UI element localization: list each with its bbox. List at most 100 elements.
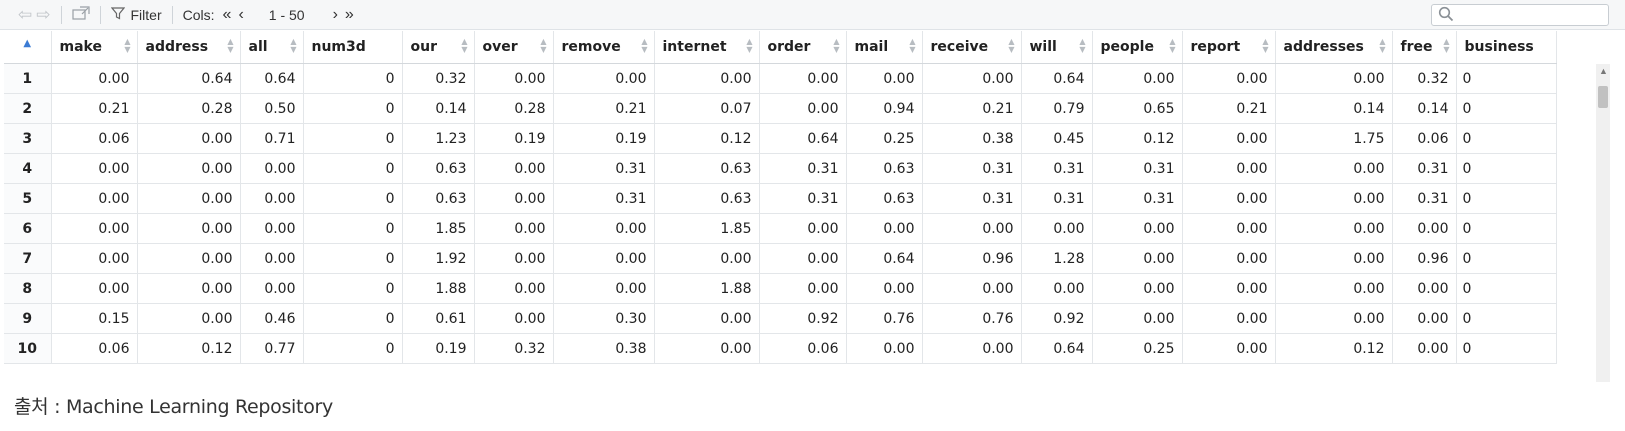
table-cell-remove: 0.00 [553, 273, 655, 304]
table-cell-report: 0.00 [1182, 183, 1276, 214]
cols-prev-button[interactable]: ‹ [238, 5, 245, 23]
column-header-num3d[interactable]: num3d [303, 31, 403, 64]
row-index-header[interactable]: ▲ [4, 31, 52, 64]
sort-toggle-icon[interactable]: ▲ ▼ [1379, 37, 1386, 54]
column-header-report[interactable]: report ▲ ▼ [1182, 31, 1276, 64]
column-header-receive[interactable]: receive ▲ ▼ [922, 31, 1022, 64]
column-header-remove[interactable]: remove ▲ ▼ [553, 31, 655, 64]
table-row: 10 0.06 0.12 0.77 0 0.19 0.32 0.38 0.00 0.06 0.00 0… [4, 333, 1557, 364]
column-header-addresses[interactable]: addresses ▲ ▼ [1275, 31, 1393, 64]
table-cell-order: 0.00 [759, 63, 847, 94]
table-row: 3 0.06 0.00 0.71 0 1.23 0.19 0.19 0.12 0.64 0.25 0.… [4, 123, 1557, 154]
forward-arrow-icon[interactable]: ⇨ [36, 5, 51, 24]
table-cell-our: 1.23 [402, 123, 475, 154]
table-cell-business: 0 [1456, 123, 1557, 154]
scroll-up-icon[interactable]: ▲ [1599, 66, 1608, 76]
sort-toggle-icon[interactable]: ▲ ▼ [833, 37, 840, 54]
sort-toggle-icon[interactable]: ▲ ▼ [1008, 37, 1015, 54]
table-cell-people: 0.25 [1092, 333, 1183, 364]
viewer-toolbar: ⇦ ⇨ Filter Cols: « ‹ 1 - 50 › » [0, 0, 1625, 30]
table-cell-receive: 0.00 [922, 273, 1022, 304]
column-header-our[interactable]: our ▲ ▼ [402, 31, 475, 64]
table-cell-receive: 0.00 [922, 333, 1022, 364]
column-header-make[interactable]: make ▲ ▼ [51, 31, 138, 64]
column-header-will[interactable]: will ▲ ▼ [1021, 31, 1093, 64]
column-header-internet[interactable]: internet ▲ ▼ [654, 31, 760, 64]
scrollbar-thumb[interactable] [1598, 86, 1608, 108]
column-header-label: internet [662, 39, 727, 55]
table-cell-our: 0.32 [402, 63, 475, 94]
sort-toggle-icon[interactable]: ▲ ▼ [1262, 37, 1269, 54]
table-cell-our: 0.61 [402, 303, 475, 334]
popout-window-icon[interactable] [71, 5, 90, 24]
table-cell-address: 0.00 [137, 243, 241, 274]
column-header-people[interactable]: people ▲ ▼ [1092, 31, 1183, 64]
table-cell-internet: 1.85 [654, 213, 760, 244]
table-cell-people: 0.12 [1092, 123, 1183, 154]
table-cell-num3d: 0 [303, 273, 403, 304]
column-header-mail[interactable]: mail ▲ ▼ [846, 31, 923, 64]
table-cell-will: 0.00 [1021, 273, 1093, 304]
sort-toggle-icon[interactable]: ▲ ▼ [909, 37, 916, 54]
header-row: ▲ make ▲ ▼ address ▲ ▼ all ▲ ▼ num3d our ▲ ▼ over ▲ ▼ rem… [4, 31, 1557, 64]
table-cell-num3d: 0 [303, 213, 403, 244]
table-cell-over: 0.32 [474, 333, 554, 364]
table-cell-internet: 0.63 [654, 183, 760, 214]
table-cell-num3d: 0 [303, 243, 403, 274]
sort-ascending-icon[interactable]: ▲ [23, 38, 32, 49]
table-cell-business: 0 [1456, 213, 1557, 244]
column-header-address[interactable]: address ▲ ▼ [137, 31, 241, 64]
search-input[interactable] [1458, 6, 1602, 24]
table-cell-will: 0.64 [1021, 333, 1093, 364]
column-header-free[interactable]: free ▲ ▼ [1392, 31, 1457, 64]
table-cell-free: 0.32 [1392, 63, 1457, 94]
table-cell-people: 0.00 [1092, 243, 1183, 274]
row-index: 10 [4, 333, 52, 364]
sort-toggle-icon[interactable]: ▲ ▼ [746, 37, 753, 54]
column-header-over[interactable]: over ▲ ▼ [474, 31, 554, 64]
sort-toggle-icon[interactable]: ▲ ▼ [227, 37, 234, 54]
sort-toggle-icon[interactable]: ▲ ▼ [461, 37, 468, 54]
table-cell-addresses: 0.00 [1275, 183, 1393, 214]
column-header-order[interactable]: order ▲ ▼ [759, 31, 847, 64]
cols-last-button[interactable]: » [344, 5, 355, 23]
column-header-label: mail [854, 39, 889, 55]
table-body: 1 0.00 0.64 0.64 0 0.32 0.00 0.00 0.00 0.00 0.00 0.… [4, 63, 1557, 364]
back-arrow-icon[interactable]: ⇦ [18, 5, 33, 24]
cols-next-button[interactable]: › [332, 5, 339, 23]
table-cell-num3d: 0 [303, 183, 403, 214]
column-header-label: report [1190, 39, 1241, 55]
column-header-label: will [1029, 39, 1057, 55]
table-cell-all: 0.77 [240, 333, 304, 364]
table-cell-mail: 0.25 [846, 123, 923, 154]
table-cell-free: 0.14 [1392, 93, 1457, 124]
vertical-scrollbar[interactable]: ▲ [1596, 64, 1610, 382]
table-cell-receive: 0.00 [922, 63, 1022, 94]
row-index: 5 [4, 183, 52, 214]
table-cell-internet: 0.63 [654, 153, 760, 184]
filter-button[interactable]: Filter [110, 6, 162, 23]
sort-toggle-icon[interactable]: ▲ ▼ [124, 37, 131, 54]
sort-toggle-icon[interactable]: ▲ ▼ [641, 37, 648, 54]
sort-toggle-icon[interactable]: ▲ ▼ [290, 37, 297, 54]
sort-toggle-icon[interactable]: ▲ ▼ [540, 37, 547, 54]
table-cell-our: 0.19 [402, 333, 475, 364]
table-cell-make: 0.00 [51, 153, 138, 184]
table-cell-order: 0.31 [759, 153, 847, 184]
cols-first-button[interactable]: « [222, 5, 233, 23]
sort-toggle-icon[interactable]: ▲ ▼ [1079, 37, 1086, 54]
filter-label: Filter [130, 6, 162, 23]
sort-toggle-icon[interactable]: ▲ ▼ [1443, 37, 1450, 54]
table-cell-over: 0.00 [474, 273, 554, 304]
sort-toggle-icon[interactable]: ▲ ▼ [1169, 37, 1176, 54]
table-cell-remove: 0.21 [553, 93, 655, 124]
table-cell-free: 0.31 [1392, 153, 1457, 184]
column-header-label: business [1464, 39, 1534, 55]
column-header-label: our [410, 39, 438, 55]
column-header-business[interactable]: business [1456, 31, 1557, 64]
column-header-all[interactable]: all ▲ ▼ [240, 31, 304, 64]
table-cell-business: 0 [1456, 273, 1557, 304]
row-index: 2 [4, 93, 52, 124]
row-index: 1 [4, 63, 52, 94]
search-box[interactable] [1431, 4, 1609, 26]
